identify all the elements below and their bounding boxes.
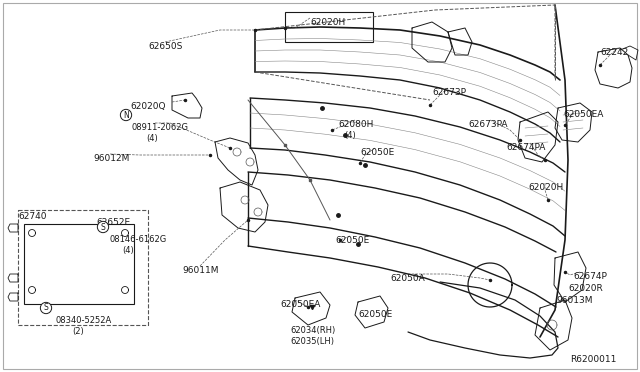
Text: 08911-2062G: 08911-2062G xyxy=(132,123,189,132)
Text: 62650S: 62650S xyxy=(148,42,182,51)
Text: S: S xyxy=(44,304,49,312)
Text: 62050EA: 62050EA xyxy=(280,300,321,309)
Text: 62674P: 62674P xyxy=(573,272,607,281)
Text: 62080H: 62080H xyxy=(338,120,373,129)
Text: 62050E: 62050E xyxy=(335,236,369,245)
Text: R6200011: R6200011 xyxy=(570,355,616,364)
Bar xyxy=(24,224,134,304)
Text: 08146-6162G: 08146-6162G xyxy=(110,235,167,244)
Text: 62020H: 62020H xyxy=(528,183,563,192)
Bar xyxy=(18,210,148,325)
Text: 62740: 62740 xyxy=(18,212,47,221)
Text: 96012M: 96012M xyxy=(93,154,129,163)
Text: 62020R: 62020R xyxy=(568,284,603,293)
Text: 62050E: 62050E xyxy=(360,148,394,157)
Text: (2): (2) xyxy=(72,327,84,336)
Text: 62020H: 62020H xyxy=(310,18,345,27)
Text: N: N xyxy=(123,110,129,119)
Text: 96011M: 96011M xyxy=(182,266,218,275)
Text: S: S xyxy=(100,222,106,231)
Text: (4): (4) xyxy=(344,131,356,140)
Text: 96013M: 96013M xyxy=(556,296,593,305)
Text: 62050A: 62050A xyxy=(390,274,425,283)
Text: (4): (4) xyxy=(122,246,134,255)
Text: (4): (4) xyxy=(146,134,157,143)
Text: 62035(LH): 62035(LH) xyxy=(290,337,334,346)
Text: 62034(RH): 62034(RH) xyxy=(290,326,335,335)
Text: 62020Q: 62020Q xyxy=(130,102,166,111)
Text: 62673PA: 62673PA xyxy=(468,120,508,129)
Text: 62673P: 62673P xyxy=(432,88,466,97)
Text: 08340-5252A: 08340-5252A xyxy=(55,316,111,325)
Text: 62674PA: 62674PA xyxy=(506,143,545,152)
Text: 62242: 62242 xyxy=(600,48,628,57)
Text: 62652E: 62652E xyxy=(96,218,130,227)
Text: 62050E: 62050E xyxy=(358,310,392,319)
Bar xyxy=(285,12,373,42)
Text: 62050EA: 62050EA xyxy=(563,110,604,119)
